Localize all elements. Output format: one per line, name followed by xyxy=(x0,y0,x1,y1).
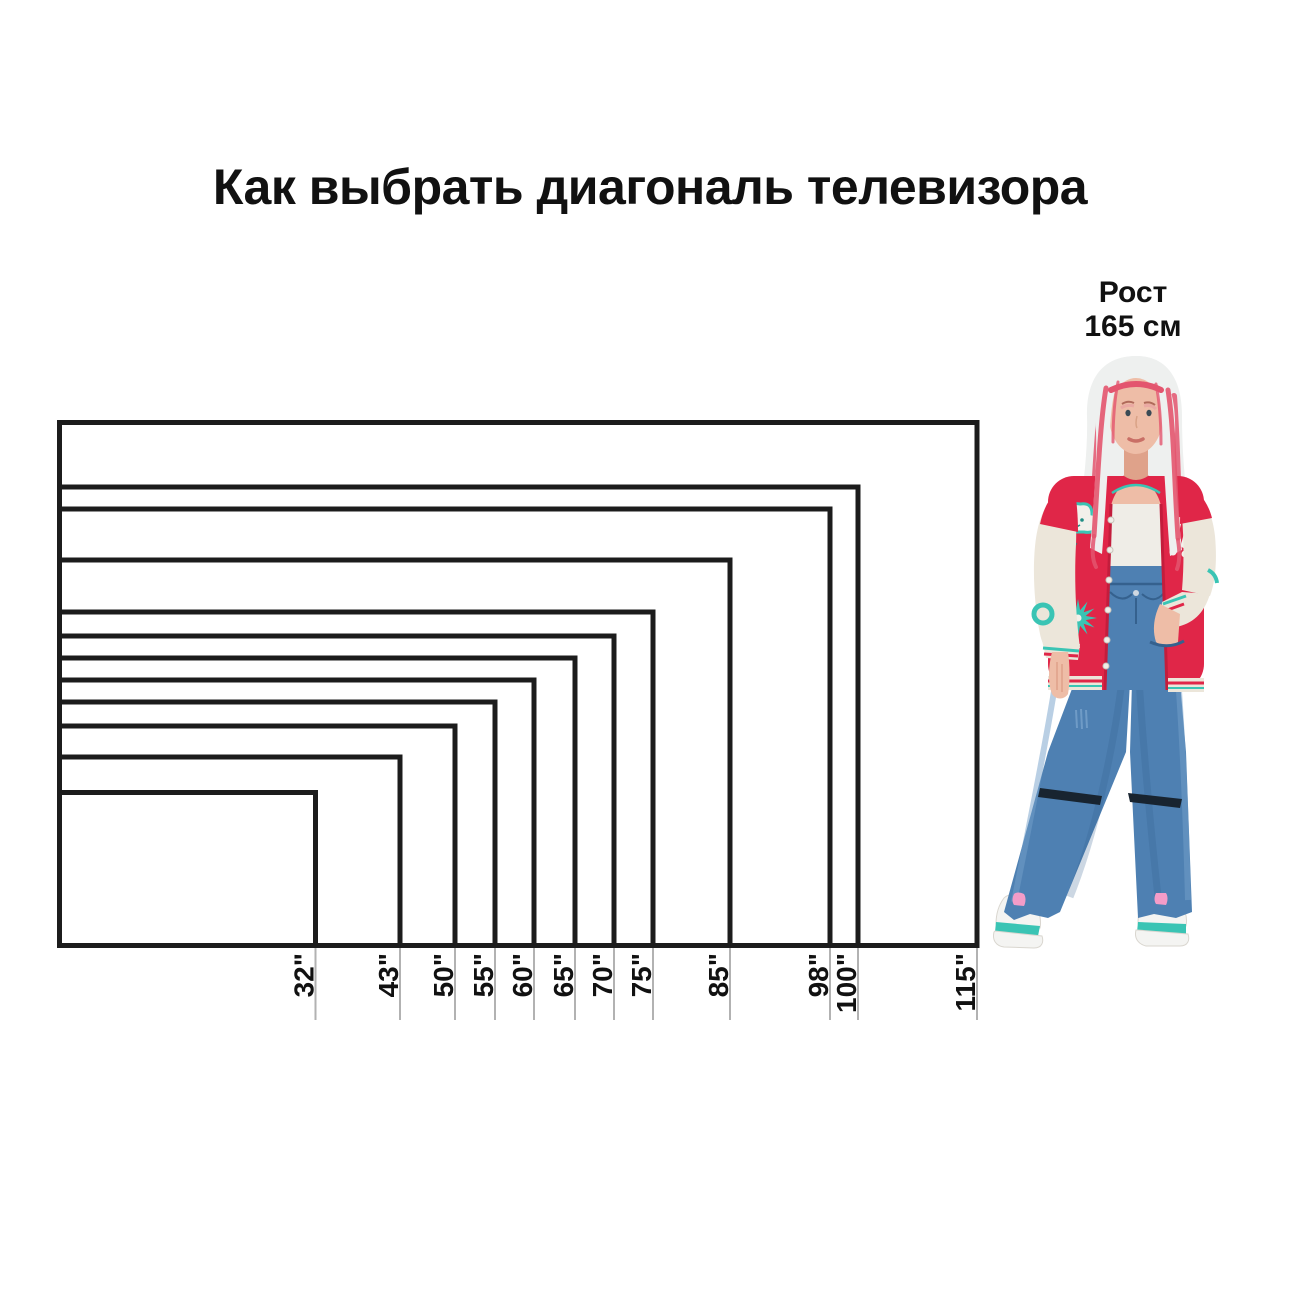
knee-slit-right xyxy=(1128,793,1182,808)
size-label-32in: 32" xyxy=(289,953,320,997)
hair-pink-streaks xyxy=(1090,380,1182,571)
size-label-70in: 70" xyxy=(587,953,618,997)
tv-rect-115in xyxy=(57,420,980,948)
knee-slit-left xyxy=(1038,788,1102,805)
tv-rect-55in xyxy=(57,699,498,948)
size-label-98in: 98" xyxy=(803,953,834,997)
hand-left xyxy=(1049,652,1070,699)
sleeve-left xyxy=(1031,484,1080,660)
size-label-65in: 65" xyxy=(548,953,579,997)
person-height-label-line1: Рост xyxy=(1098,276,1168,309)
size-label-43in: 43" xyxy=(373,953,404,997)
size-label-50in: 50" xyxy=(428,953,459,997)
person-height-label-line2: 165 см xyxy=(1084,310,1182,343)
size-label-60in: 60" xyxy=(507,953,538,997)
tv-rect-43in xyxy=(57,754,403,948)
reference-person xyxy=(990,352,1230,952)
sleeve-ring-patch-icon xyxy=(1031,602,1055,626)
pocket-slit xyxy=(1149,639,1185,648)
size-label-75in: 75" xyxy=(626,953,657,997)
chest xyxy=(1111,476,1161,506)
person-illustration xyxy=(993,356,1219,949)
hand-right xyxy=(1153,604,1180,647)
sneaker-right-tongue xyxy=(1154,893,1168,905)
size-label-55in: 55" xyxy=(468,953,499,997)
person-figure xyxy=(993,356,1219,949)
distress-mark xyxy=(1075,708,1088,730)
size-label-100in: 100" xyxy=(831,953,862,1013)
jeans-waist xyxy=(1105,566,1167,690)
person-height-label: Рост 165 см xyxy=(1023,276,1243,344)
size-label-115in: 115" xyxy=(950,953,981,1011)
tank-top xyxy=(1109,504,1163,568)
tv-rect-100in xyxy=(57,484,861,948)
jacket-buttons xyxy=(1102,516,1115,670)
size-label-85in: 85" xyxy=(703,953,734,997)
sneaker-left-tongue xyxy=(1012,892,1026,906)
page-title: Как выбрать диагональ телевизора xyxy=(212,158,1088,215)
varsity-jacket xyxy=(1031,474,1219,699)
tv-rect-75in xyxy=(57,609,656,948)
tv-rect-85in xyxy=(57,557,733,948)
face-features xyxy=(1120,400,1158,443)
tv-rect-60in xyxy=(57,677,537,948)
tv-rect-32in xyxy=(57,790,318,948)
face xyxy=(1109,378,1163,454)
